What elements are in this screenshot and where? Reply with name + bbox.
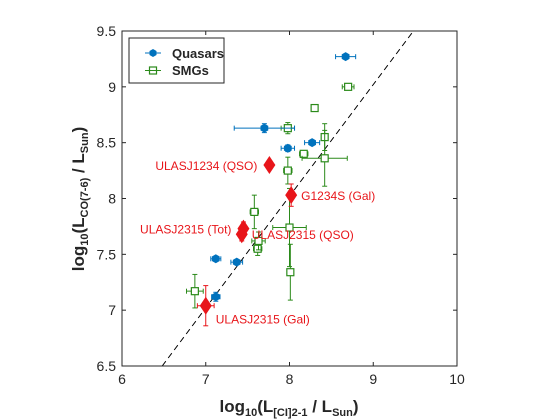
smg-point	[344, 82, 353, 91]
annotation-label: G1234S (Gal)	[301, 189, 375, 203]
quasar-point	[341, 52, 350, 62]
smg-point	[254, 236, 263, 246]
legend-box	[128, 37, 225, 84]
smg-point	[253, 244, 262, 253]
target-diamond	[237, 219, 250, 238]
legend: Quasars SMGs	[128, 37, 225, 84]
x-tick-label: 7	[202, 371, 210, 387]
smg-point	[286, 268, 295, 277]
y-tick-label: 8.5	[97, 135, 117, 151]
y-tick-label: 8	[108, 191, 116, 207]
y-tick-label: 7.5	[97, 246, 117, 262]
smg-point	[320, 154, 329, 163]
annotation-label: ULASJ2315 (QSO)	[252, 228, 354, 242]
quasar-point	[308, 138, 317, 148]
legend-label-smgs: SMGs	[172, 63, 209, 78]
smg-point	[190, 287, 199, 296]
x-tick-label: 10	[449, 371, 465, 387]
target-diamond	[263, 156, 276, 174]
target-diamond	[199, 296, 212, 315]
axes: ULASJ2315 (Gal) ULASJ2315 (QSO) ULASJ2315 …	[97, 23, 465, 387]
quasar-point	[232, 257, 241, 267]
smg-point	[283, 166, 292, 175]
legend-label-quasars: Quasars	[172, 46, 224, 61]
x-tick-label: 6	[118, 371, 126, 387]
quasar-point	[211, 292, 220, 302]
plot-area	[161, 31, 414, 366]
x-tick-label: 9	[369, 371, 377, 387]
smg-point	[250, 207, 259, 216]
smg-point	[310, 103, 319, 113]
smg-point	[285, 223, 294, 232]
annotation-label: ULASJ1234 (QSO)	[155, 159, 257, 173]
target-diamond	[285, 186, 298, 205]
y-axis-title: log10(LCO(7-6) / LSun)	[69, 127, 91, 272]
quasar-point	[283, 143, 292, 153]
y-tick-label: 9	[108, 79, 116, 95]
quasar-point	[260, 123, 269, 133]
y-tick-label: 9.5	[97, 23, 117, 39]
y-tick-label: 6.5	[97, 358, 117, 374]
annotation-label: ULASJ2315 (Tot)	[140, 223, 231, 237]
x-axis-title: log10(L[CI]2-1 / LSun)	[219, 397, 358, 419]
annotation-label: ULASJ2315 (Gal)	[216, 313, 310, 327]
smg-point	[299, 149, 308, 158]
y-tick-label: 7	[108, 302, 116, 318]
quasar-point	[211, 254, 220, 264]
x-tick-label: 8	[286, 371, 294, 387]
